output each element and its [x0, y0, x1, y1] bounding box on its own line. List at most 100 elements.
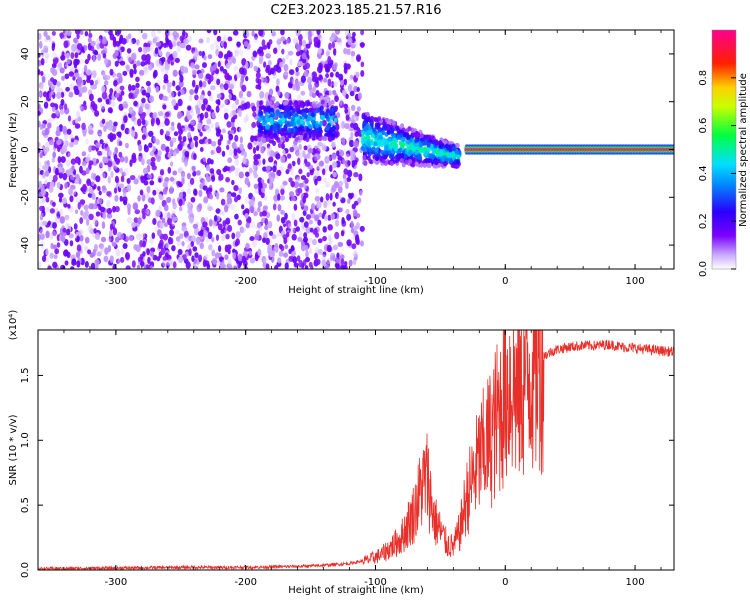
heatmap-cell [420, 133, 425, 139]
heatmap-cell [324, 264, 329, 269]
heatmap-cell [282, 149, 286, 156]
heatmap-cell [104, 247, 109, 255]
heatmap-cell [272, 122, 277, 128]
heatmap-cell [196, 100, 201, 106]
heatmap-cell [169, 185, 174, 193]
heatmap-cell [73, 63, 78, 69]
heatmap-cell [80, 72, 86, 80]
heatmap-cell [124, 142, 129, 149]
heatmap-cell [156, 154, 162, 163]
heatmap-cell [231, 94, 237, 101]
heatmap-cell [245, 61, 249, 70]
heatmap-cell [252, 169, 257, 176]
heatmap-cell [343, 103, 349, 109]
heatmap-cell [63, 103, 68, 111]
heatmap-cell [125, 265, 131, 269]
heatmap-cell [130, 130, 136, 138]
heatmap-cell [355, 115, 359, 122]
heatmap-cell [160, 65, 165, 73]
heatmap-cell [67, 115, 72, 122]
heatmap-cell [325, 124, 330, 130]
heatmap-cell [276, 214, 281, 222]
heatmap-cell [169, 187, 174, 193]
heatmap-cell [450, 163, 455, 169]
heatmap-cell [321, 259, 327, 268]
heatmap-cell [136, 39, 140, 46]
heatmap-cell [267, 244, 273, 252]
heatmap-cell [187, 243, 192, 249]
heatmap-cell [128, 128, 134, 135]
heatmap-cell [251, 239, 258, 248]
heatmap-cell [284, 212, 288, 220]
heatmap-cell [234, 158, 240, 166]
heatmap-cell [39, 90, 45, 98]
heatmap-cell [88, 129, 94, 135]
heatmap-cell [253, 65, 259, 72]
heatmap-cell [414, 161, 419, 167]
heatmap-cell [56, 181, 61, 189]
heatmap-cell [234, 196, 239, 203]
heatmap-cell [185, 261, 191, 269]
heatmap-cell [216, 128, 222, 134]
heatmap-cell [317, 132, 322, 138]
heatmap-cell [234, 240, 239, 247]
x-tick-label: 100 [626, 577, 645, 588]
heatmap-cell [145, 209, 150, 215]
heatmap-cell [150, 173, 154, 180]
heatmap-cell [438, 140, 443, 146]
heatmap-cell [262, 158, 266, 165]
heatmap-cell [99, 206, 106, 213]
heatmap-cell [155, 138, 160, 145]
heatmap-cell [334, 30, 341, 35]
heatmap-cell [280, 143, 285, 150]
heatmap-cell [201, 103, 206, 111]
heatmap-cell [246, 90, 252, 98]
heatmap-cell [331, 142, 336, 148]
heatmap-cell [316, 30, 321, 36]
heatmap-cell [71, 259, 77, 266]
heatmap-cell [92, 55, 96, 63]
heatmap-cell [350, 227, 355, 234]
heatmap-cell [265, 237, 270, 245]
heatmap-cell [216, 35, 222, 42]
heatmap-cell [290, 226, 295, 234]
heatmap-cell [227, 259, 232, 267]
heatmap-cell [47, 220, 51, 226]
heatmap-cell [279, 195, 286, 201]
heatmap-cell [408, 158, 413, 164]
y-tick-label: 40 [20, 48, 31, 61]
heatmap-cell [193, 52, 200, 60]
x-tick-label: -100 [364, 276, 387, 287]
heatmap-cell [192, 223, 199, 229]
heatmap-cell [215, 191, 220, 200]
heatmap-cell [314, 178, 318, 186]
heatmap-cell [38, 141, 41, 148]
heatmap-cell [178, 112, 183, 118]
heatmap-cell [106, 213, 113, 219]
heatmap-cell [241, 58, 247, 66]
heatmap-cell [114, 206, 120, 213]
heatmap-cell [258, 105, 263, 111]
heatmap-cell [38, 151, 44, 159]
heatmap-cell [331, 161, 338, 168]
heatmap-cell [81, 122, 86, 131]
heatmap-cell [382, 124, 387, 130]
heatmap-cell [101, 221, 106, 229]
x-tick-label: -300 [105, 276, 128, 287]
heatmap-cell [191, 235, 196, 243]
heatmap-cell [38, 233, 41, 241]
heatmap-cell [95, 158, 100, 164]
heatmap-cell [263, 129, 268, 135]
heatmap-cell [321, 119, 327, 127]
heatmap-cell [99, 161, 104, 167]
heatmap-cell [84, 209, 89, 217]
heatmap-cell [298, 153, 304, 159]
snr-y-ticks: 0.00.51.01.5 [20, 367, 674, 578]
heatmap-cell [353, 40, 358, 47]
heatmap-cell [59, 208, 63, 216]
heatmap-cell [174, 229, 181, 235]
heatmap-cell [327, 55, 332, 64]
heatmap-cell [133, 178, 139, 185]
heatmap-cell [159, 243, 164, 250]
